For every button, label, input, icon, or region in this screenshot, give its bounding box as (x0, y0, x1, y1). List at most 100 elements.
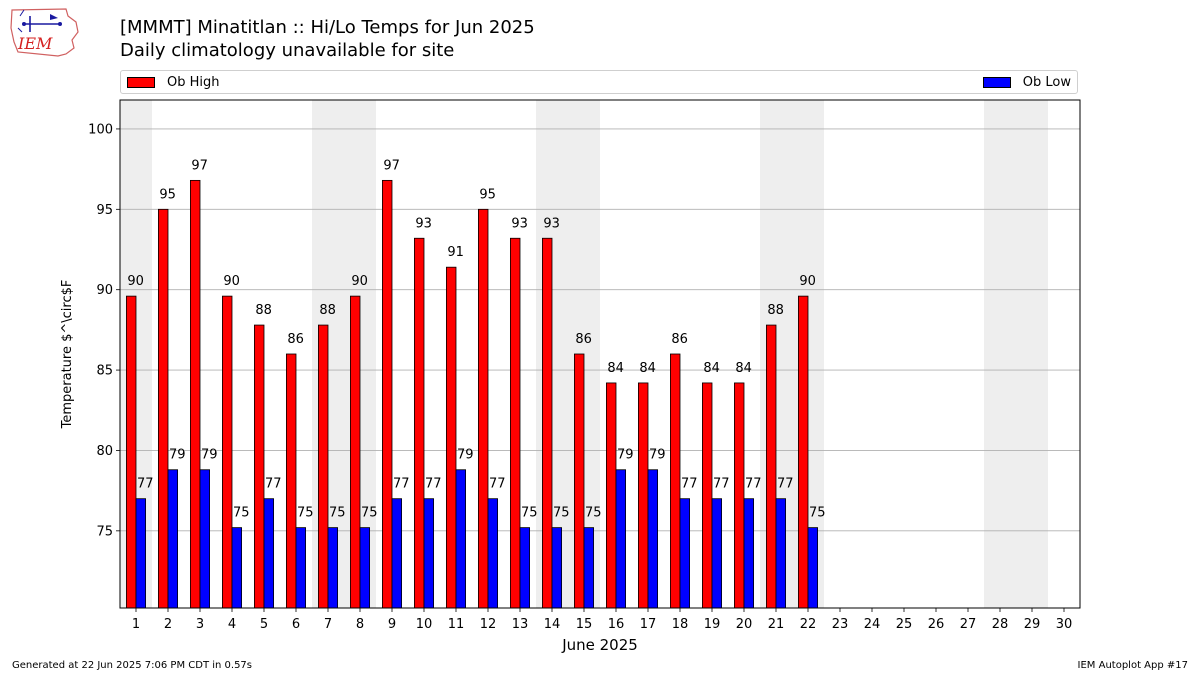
bar-label-high: 90 (223, 274, 240, 289)
weekend-band (536, 100, 568, 608)
bar-low (199, 469, 211, 609)
bar-high (477, 208, 489, 609)
x-tick-label: 18 (672, 617, 689, 632)
bar-label-high: 95 (479, 187, 496, 202)
x-tick-label: 11 (448, 617, 465, 632)
bar-label-high: 86 (671, 332, 688, 347)
bar-low (647, 469, 659, 609)
x-tick-label: 28 (992, 617, 1009, 632)
logo-text: IEM (17, 34, 53, 53)
weekend-band (568, 100, 600, 608)
y-tick-label: 85 (96, 364, 113, 379)
x-tick-label: 9 (388, 617, 396, 632)
bar-label-high: 95 (159, 187, 176, 202)
bar-high (734, 382, 745, 609)
bar-label-low: 79 (169, 448, 186, 463)
bar-high (606, 382, 617, 609)
bar-label-low: 75 (329, 506, 346, 521)
bar-high (542, 237, 553, 609)
x-tick-label: 20 (736, 617, 753, 632)
bar-high (317, 324, 329, 609)
y-tick-label: 75 (96, 524, 113, 539)
x-tick-label: 4 (228, 617, 236, 632)
bar-low (263, 498, 275, 609)
bar-low (423, 498, 435, 609)
bar-low (455, 469, 467, 609)
bar-label-low: 77 (265, 477, 282, 492)
bar-label-high: 86 (575, 332, 592, 347)
bar-label-high: 93 (543, 216, 560, 231)
bar-high (670, 353, 681, 609)
legend-swatch-low (982, 77, 1011, 88)
x-tick-label: 5 (260, 617, 268, 632)
x-tick-label: 3 (196, 617, 204, 632)
x-axis-label: June 2025 (561, 636, 638, 654)
bar-label-low: 77 (745, 477, 762, 492)
bar-low (295, 527, 307, 609)
weekend-band (1016, 100, 1048, 608)
bar-label-high: 90 (799, 274, 816, 289)
x-tick-label: 21 (768, 617, 785, 632)
bar-label-high: 88 (319, 303, 336, 318)
bar-low (519, 527, 531, 609)
x-tick-label: 2 (164, 617, 172, 632)
bar-label-low: 75 (553, 506, 570, 521)
bar-high (638, 382, 649, 609)
x-tick-label: 8 (356, 617, 364, 632)
x-tick-label: 12 (480, 617, 497, 632)
weekend-band (984, 100, 1016, 608)
iem-logo: IEM (10, 8, 79, 57)
bar-label-high: 88 (767, 303, 784, 318)
bar-high (253, 324, 265, 609)
x-tick-label: 13 (512, 617, 529, 632)
legend-swatch-high (127, 77, 155, 88)
bar-label-low: 75 (809, 506, 826, 521)
bar-label-high: 97 (191, 158, 208, 173)
bar-low (359, 527, 371, 609)
x-tick-label: 24 (864, 617, 881, 632)
legend: Ob High Ob Low (120, 70, 1078, 94)
weekend-band (792, 100, 824, 608)
plot-frame (119, 99, 1081, 609)
y-axis-label: Temperature $^\circ$F (60, 280, 75, 430)
weather-station-icon (17, 9, 62, 33)
bar-low (551, 527, 563, 609)
x-tick-label: 16 (608, 617, 625, 632)
x-tick-label: 17 (640, 617, 657, 632)
bar-low (775, 498, 787, 609)
y-tick-label: 100 (88, 122, 113, 137)
x-tick-label: 27 (960, 617, 977, 632)
bar-low (327, 527, 339, 609)
x-tick-label: 22 (800, 617, 817, 632)
bar-label-low: 77 (137, 477, 154, 492)
bar-high (574, 353, 585, 609)
bar-label-low: 77 (425, 477, 442, 492)
bar-label-high: 84 (735, 361, 752, 376)
weekend-band (344, 100, 376, 608)
bar-label-low: 75 (585, 506, 602, 521)
bar-low (167, 469, 179, 609)
x-tick-label: 14 (544, 617, 561, 632)
bar-low (391, 498, 403, 609)
bar-high (349, 295, 361, 609)
bar-label-low: 79 (457, 448, 474, 463)
bar-high (126, 295, 137, 609)
legend-item-high: Ob High (127, 75, 220, 90)
bar-low (487, 498, 499, 609)
bar-label-high: 91 (447, 245, 464, 260)
bar-label-high: 84 (639, 361, 656, 376)
bar-high (445, 266, 457, 609)
legend-item-low: Ob Low (982, 75, 1071, 90)
bar-label-low: 79 (201, 448, 218, 463)
x-tick-label: 10 (416, 617, 433, 632)
y-tick-label: 80 (96, 444, 113, 459)
bar-high (702, 382, 713, 609)
bar-label-high: 88 (255, 303, 272, 318)
bar-label-low: 75 (233, 506, 250, 521)
bar-high (798, 295, 809, 609)
weekend-band (312, 100, 344, 608)
bar-low (743, 498, 755, 609)
app-footer: IEM Autoplot App #17 (1077, 660, 1188, 671)
bar-label-high: 93 (511, 216, 528, 231)
